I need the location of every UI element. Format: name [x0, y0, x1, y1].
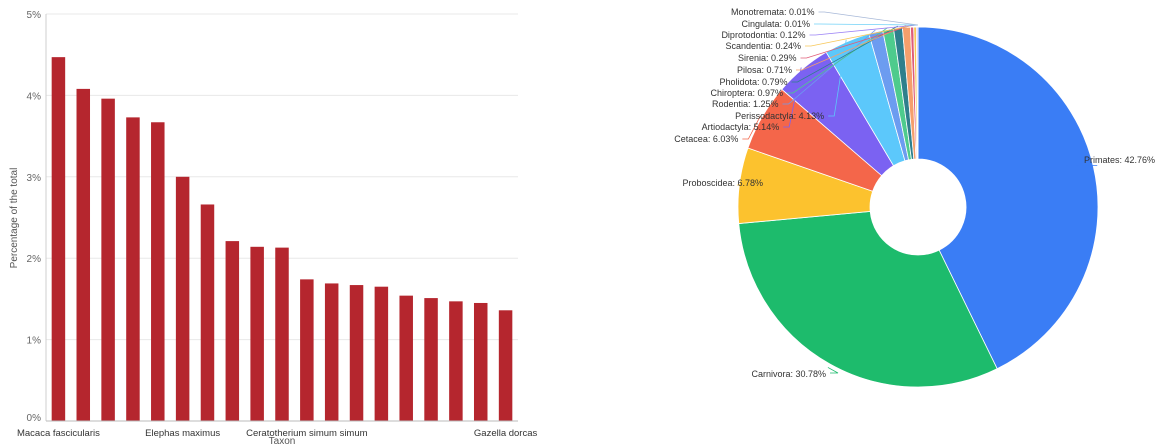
bar [76, 88, 91, 421]
bar-chart-y-ticks: 0% 1% 2% 3% 4% 5% [27, 10, 42, 424]
y-axis-title: Percentage of the total [9, 168, 20, 269]
bar [349, 285, 364, 421]
bar [51, 57, 66, 421]
donut-chart-slices [737, 26, 1099, 388]
bar [275, 247, 289, 421]
leader-line [783, 67, 802, 128]
y-tick-label: 1% [27, 336, 42, 347]
slice-label: Artiodactyla: 5.14% [702, 122, 780, 132]
x-tick-label: Gazella dorcas [474, 428, 538, 439]
bar [473, 302, 488, 421]
bar-chart-bars [51, 57, 513, 422]
y-tick-label: 3% [27, 173, 42, 184]
bar [126, 117, 140, 422]
slice-label: Primates: 42.76% [1084, 155, 1155, 165]
x-tick-label: Ceratotherium simum simum [246, 428, 367, 439]
slice-label: Perissodactyla: 4.13% [735, 111, 824, 121]
donut-slice [738, 210, 998, 388]
leader-line [796, 25, 907, 71]
leader-line [800, 24, 913, 59]
bar [449, 301, 463, 421]
slice-label: Rodentia: 1.25% [712, 99, 779, 109]
leader-line [827, 367, 839, 374]
bar [101, 98, 115, 421]
slice-label: Monotremata: 0.01% [731, 7, 815, 17]
slice-label: Carnivora: 30.78% [751, 369, 826, 379]
donut-slice [917, 26, 1099, 370]
slice-label: Pilosa: 0.71% [737, 65, 792, 75]
leader-line [814, 23, 918, 26]
leader-line [737, 182, 774, 186]
bar [498, 310, 513, 421]
slice-label: Pholidota: 0.79% [719, 77, 787, 87]
leader-line [805, 24, 916, 47]
donut-chart: Primates: 42.76% Carnivora: 30.78% Probosc… [674, 7, 1155, 388]
donut-chart-leader-lines [737, 11, 1098, 374]
donut-chart-labels: Primates: 42.76% Carnivora: 30.78% Probosc… [674, 7, 1155, 379]
x-tick-label: Elephas maximus [145, 428, 220, 439]
slice-label: Chiroptera: 0.97% [710, 88, 783, 98]
leader-line [828, 39, 847, 117]
leader-line [809, 24, 918, 36]
bar [200, 204, 215, 421]
leader-line [742, 115, 761, 140]
y-tick-label: 4% [27, 91, 42, 102]
bar-chart: 0% 1% 2% 3% 4% 5% Macaca fascicularis Elephas … [9, 10, 538, 444]
bar [225, 241, 240, 421]
slice-label: Cetacea: 6.03% [674, 134, 738, 144]
leader-line [818, 11, 918, 26]
bar [399, 295, 413, 421]
bar [151, 122, 165, 422]
bar [300, 279, 314, 421]
slice-label: Proboscidea: 6.78% [682, 178, 763, 188]
bar-chart-x-ticks: Macaca fascicularis Elephas maximus Cerato… [17, 428, 538, 439]
slice-label: Cingulata: 0.01% [741, 19, 810, 29]
y-tick-label: 2% [27, 254, 42, 265]
slice-label: Scandentia: 0.24% [725, 41, 801, 51]
bar [324, 283, 339, 421]
x-axis-title: Taxon [269, 436, 296, 444]
bar-chart-gridlines [46, 13, 518, 341]
leader-line [791, 25, 898, 83]
x-tick-label: Macaca fascicularis [17, 428, 100, 439]
slice-label: Diprotodontia: 0.12% [721, 30, 805, 40]
y-tick-label: 0% [27, 413, 42, 424]
bar [374, 286, 389, 421]
bar [175, 176, 190, 421]
bar [250, 246, 264, 421]
bar [424, 298, 438, 421]
slice-label: Sirenia: 0.29% [738, 53, 797, 63]
y-tick-label: 5% [27, 10, 42, 21]
